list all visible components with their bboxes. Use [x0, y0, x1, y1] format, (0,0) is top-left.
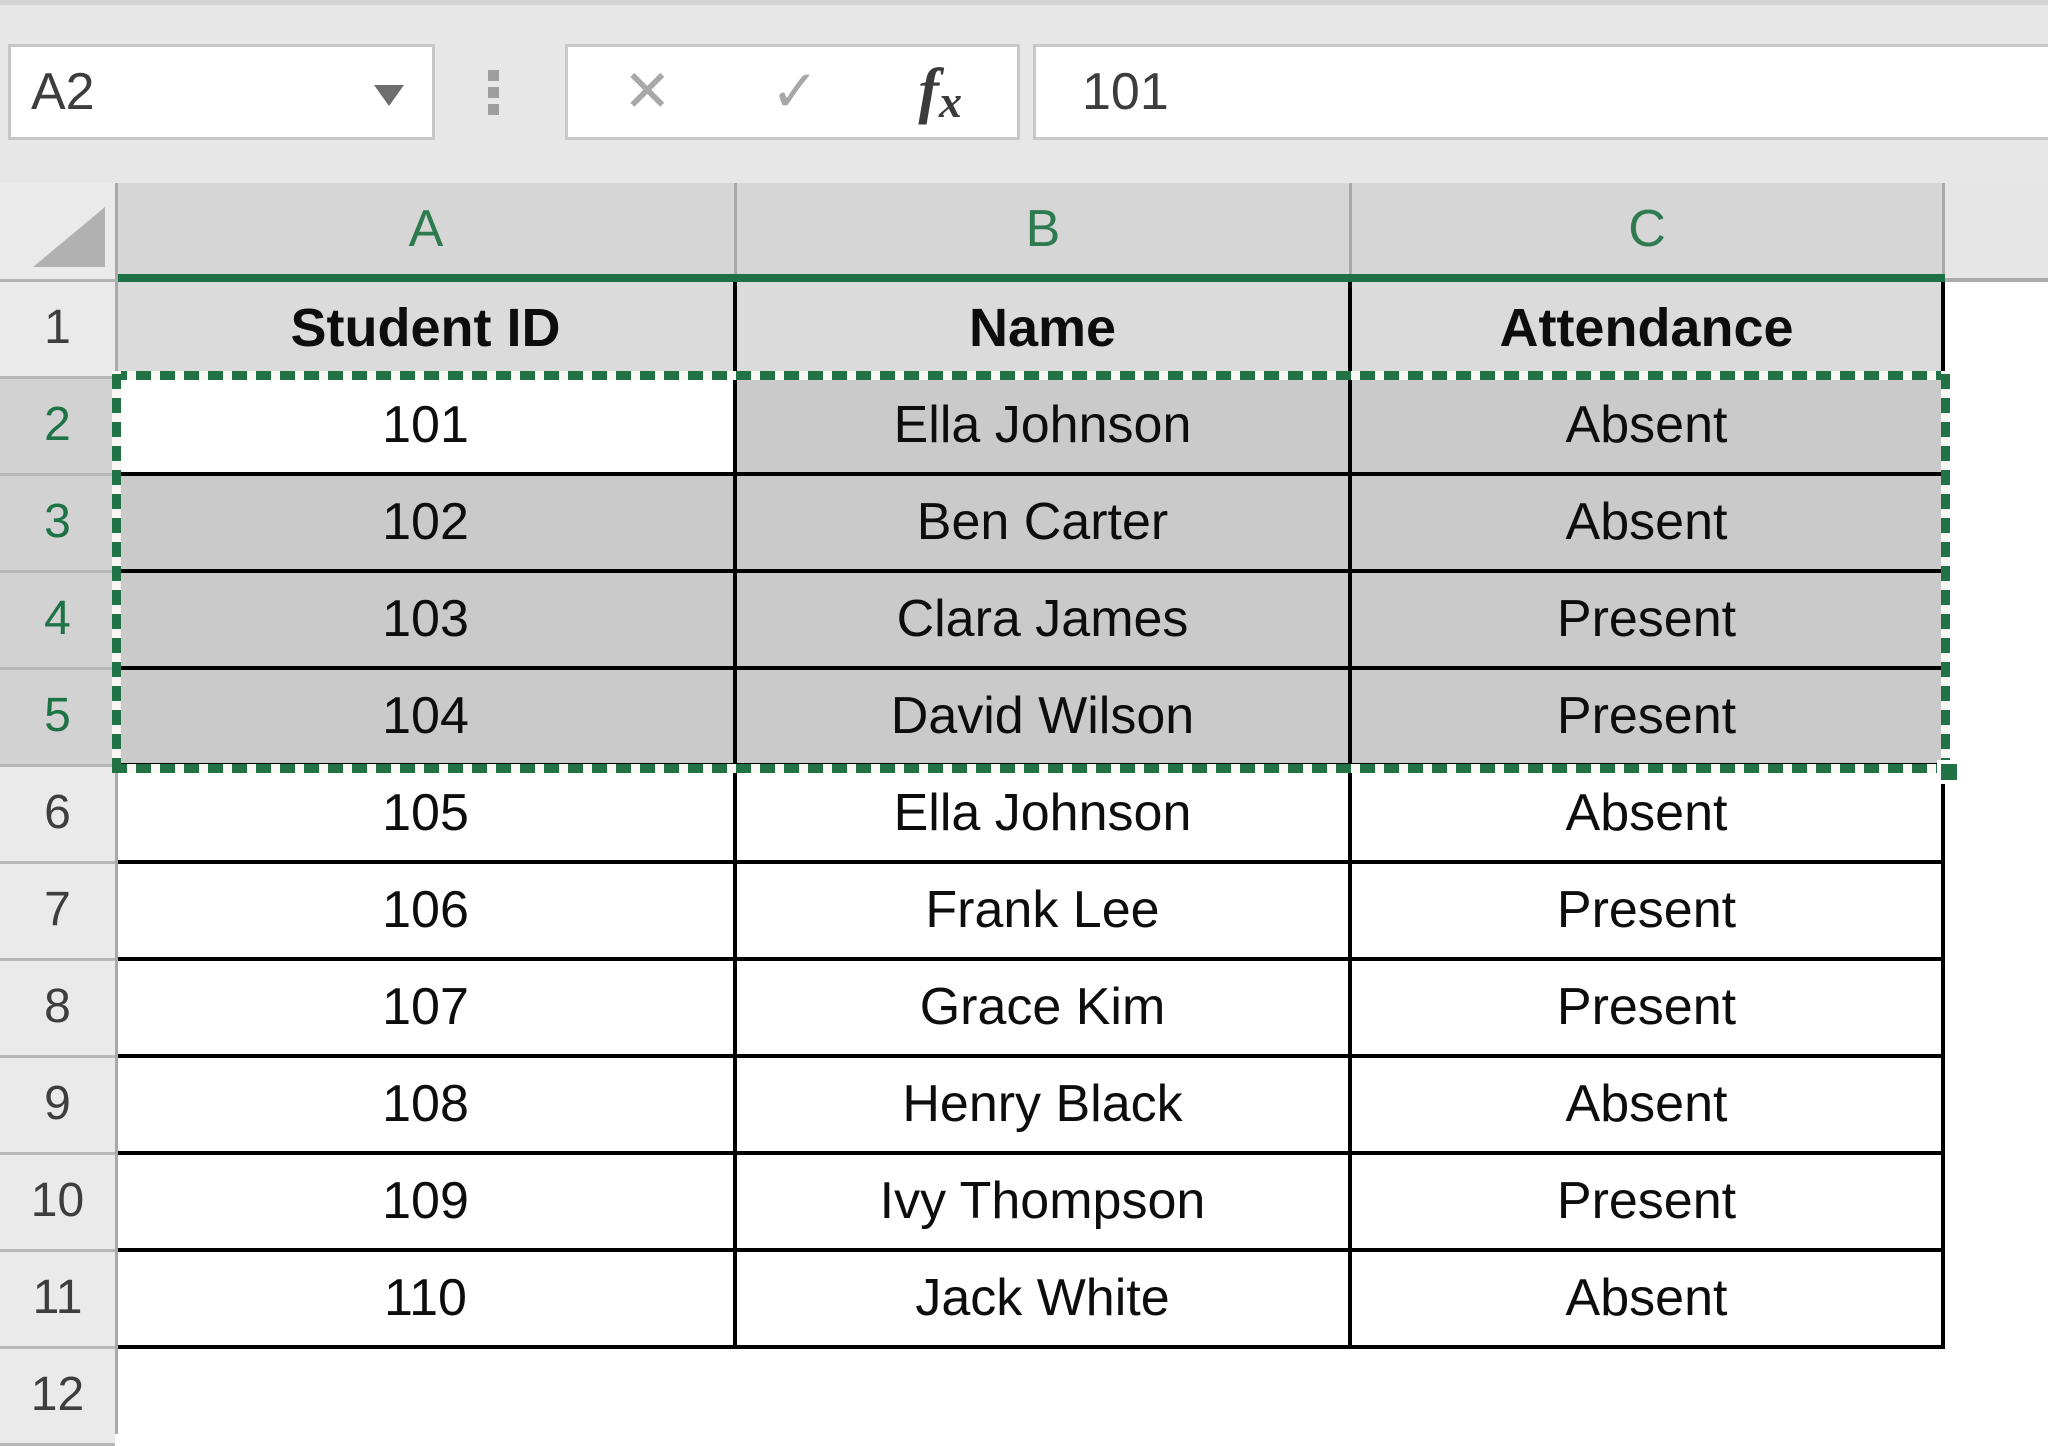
selected-columns-underline	[118, 274, 1945, 282]
cell-A5[interactable]: 104	[118, 670, 737, 767]
cell-B10[interactable]: Ivy Thompson	[737, 1155, 1352, 1252]
formula-bar-value: 101	[1082, 63, 1169, 121]
row-header-12[interactable]: 12	[0, 1349, 115, 1446]
cell-C7[interactable]: Present	[1352, 864, 1945, 961]
cell-A4[interactable]: 103	[118, 573, 737, 670]
splitter-dot	[488, 104, 499, 115]
cell-C1[interactable]: Attendance	[1352, 282, 1945, 379]
cell-A11[interactable]: 110	[118, 1252, 737, 1349]
cell-C3[interactable]: Absent	[1352, 476, 1945, 573]
row-header-3[interactable]: 3	[0, 476, 115, 573]
select-all-button[interactable]	[0, 183, 118, 282]
name-box-dropdown-icon[interactable]	[374, 85, 404, 106]
cell-C6[interactable]: Absent	[1352, 767, 1945, 864]
formula-bar-area: A2 ✕ ✓ fx 101	[0, 0, 2048, 183]
name-box-value: A2	[31, 63, 95, 121]
cell-B7[interactable]: Frank Lee	[737, 864, 1352, 961]
name-box[interactable]: A2	[8, 44, 435, 140]
cell-C9[interactable]: Absent	[1352, 1058, 1945, 1155]
cell-A7[interactable]: 106	[118, 864, 737, 961]
splitter-dot	[488, 87, 499, 98]
fill-handle[interactable]	[1937, 760, 1961, 784]
cell-C10[interactable]: Present	[1352, 1155, 1945, 1252]
cell-B1[interactable]: Name	[737, 282, 1352, 379]
select-all-triangle-icon	[33, 207, 105, 267]
row-header-11[interactable]: 11	[0, 1252, 115, 1349]
cell-A10[interactable]: 109	[118, 1155, 737, 1252]
cell-A9[interactable]: 108	[118, 1058, 737, 1155]
row-header-5[interactable]: 5	[0, 670, 115, 767]
row-headers: 1 2 3 4 5 6 7 8 9 10 11 12	[0, 282, 118, 1446]
cell-C2[interactable]: Absent	[1352, 379, 1945, 476]
row-header-8[interactable]: 8	[0, 961, 115, 1058]
row-header-10[interactable]: 10	[0, 1155, 115, 1252]
cell-C5[interactable]: Present	[1352, 670, 1945, 767]
cell-A2[interactable]: 101	[118, 379, 737, 476]
column-header-A[interactable]: A	[118, 183, 737, 282]
formula-buttons-panel: ✕ ✓ fx	[565, 44, 1020, 140]
cell-B8[interactable]: Grace Kim	[737, 961, 1352, 1058]
row-header-7[interactable]: 7	[0, 864, 115, 961]
splitter-dot	[488, 70, 499, 81]
cell-B2[interactable]: Ella Johnson	[737, 379, 1352, 476]
cell-A8[interactable]: 107	[118, 961, 737, 1058]
cell-A6[interactable]: 105	[118, 767, 737, 864]
cell-C4[interactable]: Present	[1352, 573, 1945, 670]
cell-B5[interactable]: David Wilson	[737, 670, 1352, 767]
column-header-B[interactable]: B	[737, 183, 1352, 282]
row-header-6[interactable]: 6	[0, 767, 115, 864]
column-header-C[interactable]: C	[1352, 183, 1945, 282]
enter-icon[interactable]: ✓	[770, 59, 820, 124]
cell-B6[interactable]: Ella Johnson	[737, 767, 1352, 864]
cell-C8[interactable]: Present	[1352, 961, 1945, 1058]
cancel-icon[interactable]: ✕	[623, 59, 672, 124]
cell-B3[interactable]: Ben Carter	[737, 476, 1352, 573]
insert-function-icon[interactable]: fx	[918, 56, 962, 127]
row-header-1[interactable]: 1	[0, 282, 115, 379]
formula-bar-input[interactable]: 101	[1033, 44, 2048, 140]
cell-A1[interactable]: Student ID	[118, 282, 737, 379]
formula-bar-splitter[interactable]	[488, 70, 500, 120]
column-header-stub[interactable]	[1945, 183, 2048, 282]
cell-B4[interactable]: Clara James	[737, 573, 1352, 670]
cell-grid: Student ID Name Attendance 101 Ella Johnson A…	[118, 282, 1945, 1349]
row-header-9[interactable]: 9	[0, 1058, 115, 1155]
row-header-4[interactable]: 4	[0, 573, 115, 670]
cell-C11[interactable]: Absent	[1352, 1252, 1945, 1349]
top-divider	[0, 0, 2048, 5]
row-header-2[interactable]: 2	[0, 379, 115, 476]
cell-B11[interactable]: Jack White	[737, 1252, 1352, 1349]
cell-B9[interactable]: Henry Black	[737, 1058, 1352, 1155]
cell-A3[interactable]: 102	[118, 476, 737, 573]
